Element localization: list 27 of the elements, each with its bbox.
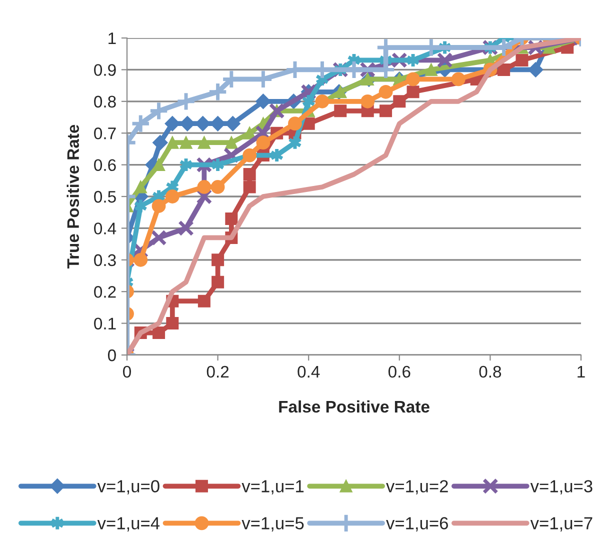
legend-label: v=1,u=5 xyxy=(242,517,304,532)
y-tick-label: 0.6 xyxy=(94,159,116,172)
legend-label: v=1,u=0 xyxy=(97,480,160,494)
legend-label: v=1,u=3 xyxy=(530,480,592,494)
y-tick-label: 0.7 xyxy=(94,128,116,140)
legend-label: v=1,u=4 xyxy=(97,517,160,532)
y-tick-label: 0.2 xyxy=(94,286,116,298)
y-tick-label: 0.5 xyxy=(94,190,116,203)
y-axis-title: True Positive Rate xyxy=(66,124,80,269)
y-tick-label: 1 xyxy=(108,32,116,44)
x-tick-label: 0 xyxy=(123,366,131,378)
legend-label: v=1,u=1 xyxy=(242,480,304,494)
legend-label: v=1,u=6 xyxy=(386,517,448,532)
y-tick-label: 0.3 xyxy=(94,254,116,266)
y-tick-label: 0.9 xyxy=(94,64,116,76)
y-tick-label: 0.8 xyxy=(94,96,116,108)
legend-label: v=1,u=7 xyxy=(530,517,592,532)
x-axis-title: False Positive Rate xyxy=(279,400,430,413)
x-tick-label: 1 xyxy=(578,366,585,378)
legend-label: v=1,u=2 xyxy=(386,480,448,494)
y-tick-label: 0.4 xyxy=(94,222,116,234)
x-tick-label: 0.4 xyxy=(298,366,320,378)
y-tick-label: 0 xyxy=(108,349,116,362)
x-tick-label: 0.8 xyxy=(479,366,502,378)
y-tick-label: 0.1 xyxy=(94,318,116,330)
x-tick-label: 0.6 xyxy=(388,366,410,378)
x-tick-label: 0.2 xyxy=(206,366,229,378)
